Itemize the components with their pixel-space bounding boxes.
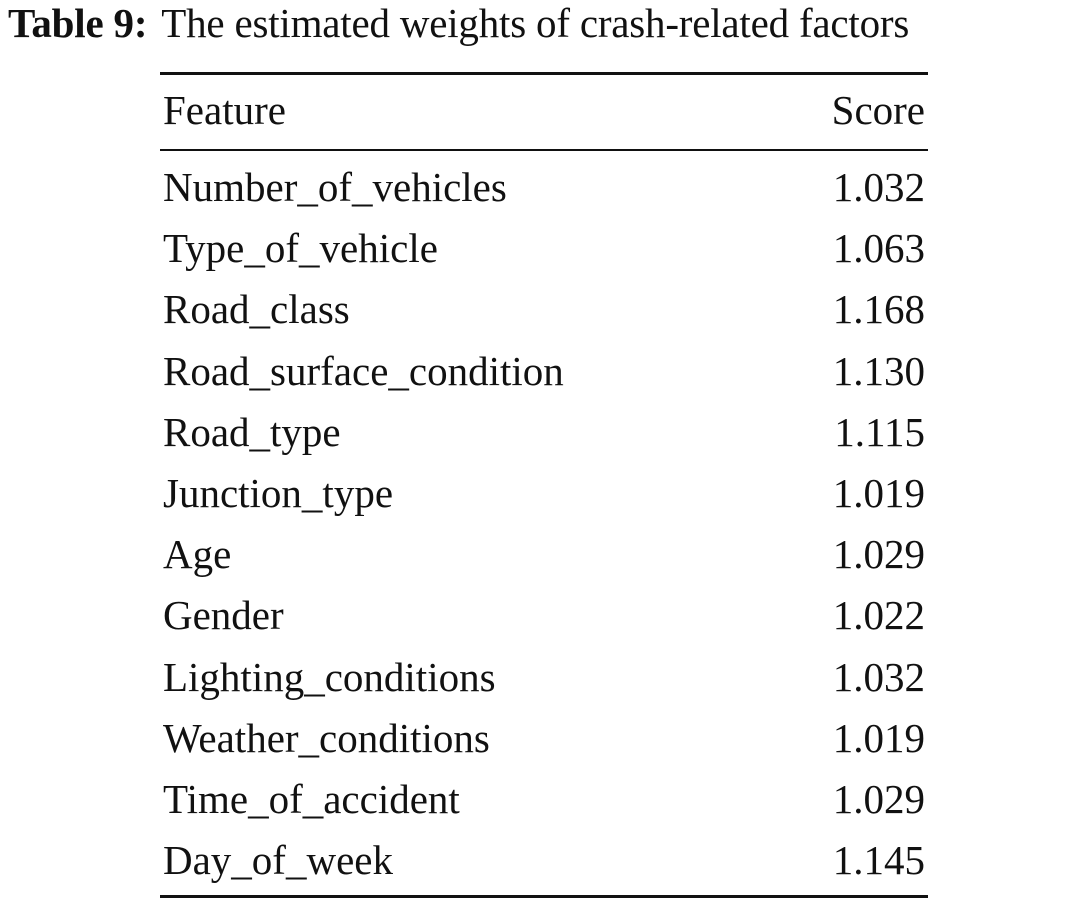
feature-cell: Road_type [163, 408, 341, 455]
feature-cell: Age [163, 531, 232, 578]
score-cell: 1.032 [832, 164, 925, 210]
score-cell: 1.145 [832, 837, 925, 884]
score-cell: 1.029 [832, 776, 925, 822]
feature-cell: Time_of_accident [163, 776, 460, 822]
feature-cell: Type_of_vehicle [163, 225, 438, 272]
score-cell: 1.019 [832, 714, 925, 761]
table-caption: Table 9: The estimated weights of crash-r… [8, 0, 909, 46]
table-caption-label: Table 9: [8, 0, 148, 46]
table-row: Lighting_conditions 1.032 [163, 647, 928, 708]
table-row: Junction_type 1.019 [163, 463, 928, 524]
table-caption-text: The estimated weights of crash-related f… [161, 0, 910, 46]
score-cell: 1.029 [832, 531, 925, 578]
feature-cell: Road_surface_condition [163, 347, 564, 394]
score-cell: 1.063 [832, 225, 925, 272]
table-row: Gender 1.022 [163, 585, 928, 646]
table-row: Road_class 1.168 [163, 279, 928, 340]
table-bottom-rule [160, 895, 928, 898]
column-header-feature: Feature [163, 87, 286, 133]
column-header-score: Score [831, 87, 925, 133]
score-cell: 1.168 [832, 286, 925, 333]
feature-cell: Number_of_vehicles [163, 164, 507, 210]
table-header-row: Feature Score [163, 80, 928, 141]
table-row: Type_of_vehicle 1.063 [163, 218, 928, 279]
table-row: Age 1.029 [163, 524, 928, 585]
table-row: Weather_conditions 1.019 [163, 708, 928, 769]
score-cell: 1.115 [834, 408, 925, 455]
feature-cell: Road_class [163, 286, 350, 333]
table-row: Number_of_vehicles 1.032 [163, 157, 928, 218]
table-top-rule [160, 72, 928, 75]
score-cell: 1.022 [832, 592, 925, 639]
feature-cell: Gender [163, 592, 284, 639]
feature-cell: Junction_type [163, 470, 394, 516]
feature-cell: Day_of_week [163, 837, 393, 884]
score-cell: 1.032 [832, 653, 925, 700]
table-row: Time_of_accident 1.029 [163, 769, 928, 830]
feature-cell: Lighting_conditions [163, 653, 496, 700]
score-cell: 1.130 [832, 347, 925, 394]
feature-cell: Weather_conditions [163, 714, 490, 761]
table-row: Road_surface_condition 1.130 [163, 341, 928, 402]
table-row: Road_type 1.115 [163, 402, 928, 463]
score-cell: 1.019 [832, 470, 925, 516]
table-row: Day_of_week 1.145 [163, 830, 928, 891]
table-header-rule [160, 149, 928, 151]
